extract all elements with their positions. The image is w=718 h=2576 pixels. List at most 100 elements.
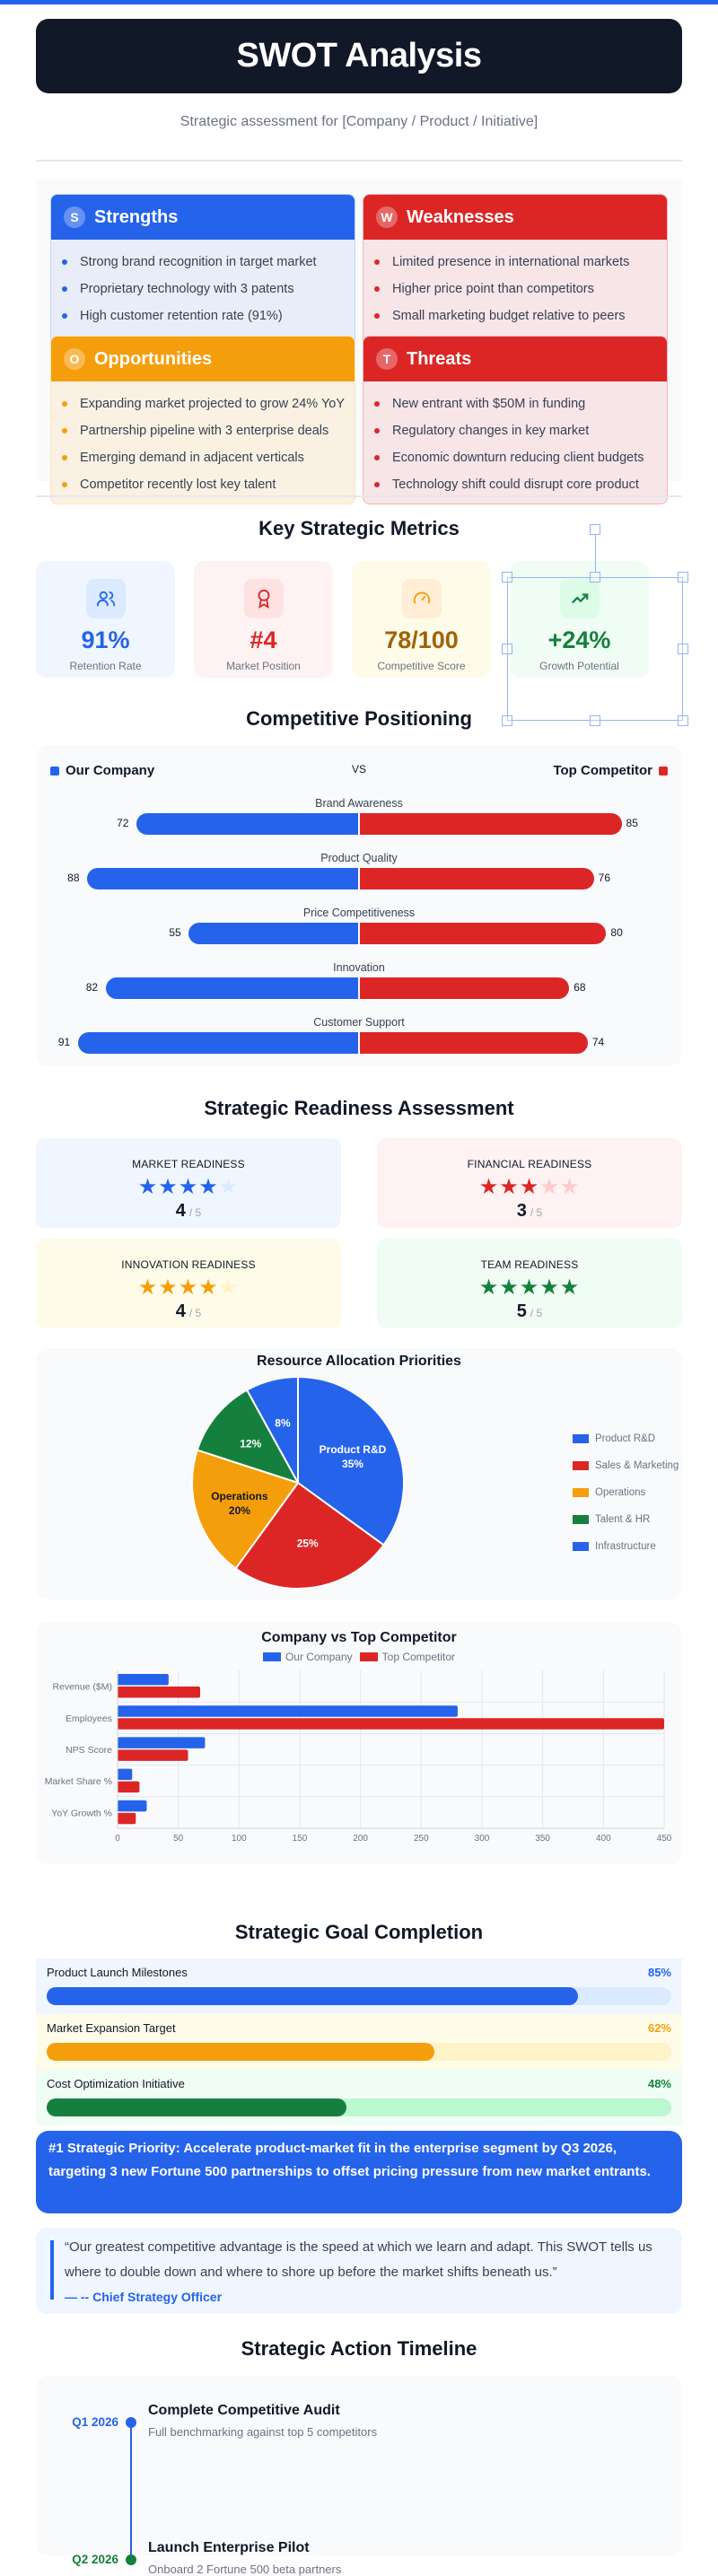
competitor-value: 76: [598, 872, 611, 884]
list-item: Competitor recently lost key talent: [62, 471, 349, 498]
swot-card-threats: T Threats New entrant with $50M in funding…: [363, 336, 668, 504]
metric-card: +24% Growth Potential: [510, 561, 649, 678]
x-tick-label: 50: [173, 1834, 184, 1844]
star-icon: ★: [539, 1275, 560, 1300]
readiness-label: INNOVATION READINESS: [121, 1258, 256, 1271]
resize-handle[interactable]: [590, 524, 600, 535]
pie-slice-label: 8%: [275, 1417, 291, 1430]
pie-slice[interactable]: [297, 1375, 405, 1546]
metric-label: Market Position: [226, 660, 301, 672]
x-tick-label: 300: [475, 1834, 490, 1844]
readiness-card: INNOVATION READINESS ★★★★★ 4/ 5: [36, 1239, 341, 1328]
star-icon: ★: [519, 1275, 540, 1300]
pie-chart: Product R&D 35% 25% Operations 20% 12% 8%: [191, 1375, 405, 1590]
pie-slice[interactable]: [234, 1481, 385, 1590]
readiness-score: 3/ 5: [377, 1201, 682, 1222]
bullet-icon: [62, 428, 67, 434]
metric-value: 78/100: [384, 626, 459, 653]
list-item-text: Technology shift could disrupt core prod…: [392, 478, 639, 492]
progress-track: [47, 1987, 671, 2005]
metric-card: 91% Retention Rate: [36, 561, 175, 678]
bar-chart-title: Company vs Top Competitor: [261, 1630, 457, 1645]
positioning-row: Innovation 82 68: [36, 961, 682, 1015]
resize-handle[interactable]: [678, 644, 688, 654]
star-icon: ★: [218, 1175, 240, 1199]
list-item: Small marketing budget relative to peers: [374, 302, 661, 329]
bar-our-company[interactable]: [118, 1705, 458, 1717]
opportunities-title: Opportunities: [94, 348, 213, 369]
bar-our-company[interactable]: [118, 1674, 169, 1686]
readiness-title: Strategic Readiness Assessment: [204, 1097, 514, 1119]
star-icon: ★: [218, 1275, 240, 1300]
timeline-dot: [126, 2554, 136, 2565]
opportunities-letter-badge: O: [64, 348, 85, 370]
bar-our-company[interactable]: [118, 1737, 206, 1748]
x-tick-label: 100: [232, 1834, 247, 1844]
bar-our-company[interactable]: [118, 1800, 147, 1812]
opportunities-header: O Opportunities: [51, 337, 355, 381]
legend-label: Sales & Marketing: [595, 1460, 679, 1471]
legend-label: Operations: [595, 1487, 646, 1498]
our-company-bar: [105, 977, 358, 999]
readiness-card: FINANCIAL READINESS ★★★★★ 3/ 5: [377, 1138, 682, 1228]
our-company-bar: [188, 923, 358, 944]
our-value: 55: [169, 926, 181, 939]
goals-title: Strategic Goal Completion: [234, 1921, 484, 1943]
star-icon: ★: [158, 1275, 179, 1300]
positioning-row: Product Quality 88 76: [36, 852, 682, 906]
swot-card-weaknesses: W Weaknesses Limited presence in internati…: [363, 194, 668, 363]
our-value: 88: [67, 872, 80, 884]
quote-block: “Our greatest competitive advantage is t…: [36, 2228, 682, 2314]
legend-swatch: [359, 1652, 378, 1661]
star-icon: ★: [559, 1275, 581, 1300]
row-label: Innovation: [333, 961, 385, 974]
list-item-text: Regulatory changes in key market: [392, 424, 590, 438]
score-value: 4: [175, 1201, 186, 1221]
resize-handle[interactable]: [678, 572, 688, 583]
pie-slice[interactable]: [245, 1375, 299, 1484]
bar-top-competitor[interactable]: [118, 1749, 188, 1761]
pie-slice-label: Product R&D 35%: [320, 1443, 387, 1470]
metric-card: 78/100 Competitive Score: [352, 561, 491, 678]
y-category-label: NPS Score: [66, 1745, 112, 1756]
resize-handle[interactable]: [590, 572, 600, 583]
bar-top-competitor[interactable]: [118, 1718, 664, 1730]
bullet-icon: [374, 401, 380, 407]
list-item-text: Limited presence in international market…: [392, 255, 630, 269]
bullet-icon: [62, 455, 67, 460]
resize-handle[interactable]: [502, 644, 512, 654]
timeline-dot: [126, 2417, 136, 2428]
pie-slice[interactable]: [196, 1389, 301, 1485]
resize-handle[interactable]: [502, 572, 512, 583]
positioning-row: Customer Support 91 74: [36, 1016, 682, 1070]
metric-label: Growth Potential: [539, 660, 619, 672]
resize-handle[interactable]: [590, 715, 600, 726]
y-category-label: Revenue ($M): [52, 1682, 112, 1693]
bullet-icon: [62, 259, 67, 265]
bar-top-competitor[interactable]: [118, 1781, 140, 1793]
metric-value: #4: [250, 626, 277, 653]
x-tick-label: 150: [293, 1834, 308, 1844]
strengths-header: S Strengths: [51, 195, 355, 240]
bar-our-company[interactable]: [118, 1768, 133, 1781]
timeline-line: [130, 2421, 132, 2564]
bullet-icon: [374, 286, 380, 292]
competitor-value: 74: [591, 1036, 605, 1048]
list-item: New entrant with $50M in funding: [374, 390, 661, 417]
legend-swatch: [573, 1461, 589, 1470]
bar-chart-panel: Company vs Top Competitor Our Company Top…: [36, 1622, 682, 1864]
resize-handle[interactable]: [678, 715, 688, 726]
resize-handle[interactable]: [502, 715, 512, 726]
page-subtitle: Strategic assessment for [Company / Prod…: [180, 114, 538, 129]
list-item-text: Higher price point than competitors: [392, 282, 594, 296]
pie-slice[interactable]: [191, 1449, 300, 1570]
score-max: / 5: [530, 1206, 543, 1219]
bar-top-competitor[interactable]: [118, 1812, 136, 1825]
list-item: Higher price point than competitors: [374, 276, 661, 302]
weaknesses-title: Weaknesses: [407, 206, 514, 227]
goal-item: Product Launch Milestones 85%: [36, 1958, 682, 2014]
score-value: 5: [516, 1301, 527, 1321]
list-item-text: Strong brand recognition in target marke…: [80, 255, 317, 269]
readiness-label: MARKET READINESS: [132, 1158, 245, 1170]
bar-top-competitor[interactable]: [118, 1687, 201, 1698]
